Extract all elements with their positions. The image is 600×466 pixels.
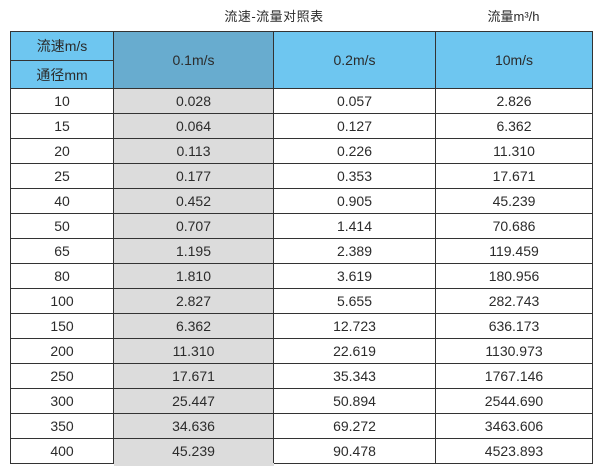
table-row: 40 0.452 0.905 45.239 bbox=[10, 188, 593, 214]
table-row: 300 25.447 50.894 2544.690 bbox=[10, 388, 593, 414]
flow-value-cell: 22.619 bbox=[273, 338, 436, 364]
flow-value-cell: 17.671 bbox=[435, 163, 593, 189]
flow-value-cell: 0.028 bbox=[113, 88, 274, 114]
flow-value-cell: 4523.893 bbox=[435, 438, 593, 464]
diameter-cell: 300 bbox=[10, 388, 114, 414]
table-row: 80 1.810 3.619 180.956 bbox=[10, 263, 593, 289]
diameter-cell: 40 bbox=[10, 188, 114, 214]
table-row: 20 0.113 0.226 11.310 bbox=[10, 138, 593, 164]
table-row: 250 17.671 35.343 1767.146 bbox=[10, 363, 593, 389]
flow-value-cell: 34.636 bbox=[113, 413, 274, 439]
page-title: 流速-流量对照表 bbox=[224, 9, 324, 24]
flow-value-cell: 12.723 bbox=[273, 313, 436, 339]
flow-value-cell: 6.362 bbox=[435, 113, 593, 139]
header-velocity-10ms: 10m/s bbox=[435, 31, 593, 89]
flow-value-cell: 3.619 bbox=[273, 263, 436, 289]
flow-value-cell: 0.064 bbox=[113, 113, 274, 139]
flow-value-cell: 1.810 bbox=[113, 263, 274, 289]
flow-value-cell: 0.707 bbox=[113, 213, 274, 239]
diameter-cell: 200 bbox=[10, 338, 114, 364]
flow-value-cell: 45.239 bbox=[113, 438, 274, 464]
flow-unit-label: 流量m³/h bbox=[487, 9, 540, 24]
flow-value-cell: 2.389 bbox=[273, 238, 436, 264]
flow-comparison-table: 流速m/s 0.1m/s 0.2m/s 10m/s 通径mm 10 0.028 0.… bbox=[10, 31, 593, 464]
diameter-cell: 65 bbox=[10, 238, 114, 264]
table-row: 15 0.064 0.127 6.362 bbox=[10, 113, 593, 139]
flow-value-cell: 0.057 bbox=[273, 88, 436, 114]
flow-value-cell: 0.226 bbox=[273, 138, 436, 164]
diameter-cell: 10 bbox=[10, 88, 114, 114]
flow-value-cell: 1767.146 bbox=[435, 363, 593, 389]
table-row: 150 6.362 12.723 636.173 bbox=[10, 313, 593, 339]
flow-value-cell: 25.447 bbox=[113, 388, 274, 414]
header-diameter-label: 通径mm bbox=[10, 60, 114, 89]
diameter-cell: 400 bbox=[10, 438, 114, 464]
table-row: 200 11.310 22.619 1130.973 bbox=[10, 338, 593, 364]
diameter-cell: 50 bbox=[10, 213, 114, 239]
table-row: 400 45.239 90.478 4523.893 bbox=[10, 438, 593, 464]
flow-value-cell: 6.362 bbox=[113, 313, 274, 339]
table-row: 350 34.636 69.272 3463.606 bbox=[10, 413, 593, 439]
flow-value-cell: 11.310 bbox=[435, 138, 593, 164]
flow-value-cell: 2.826 bbox=[435, 88, 593, 114]
diameter-cell: 15 bbox=[10, 113, 114, 139]
flow-value-cell: 5.655 bbox=[273, 288, 436, 314]
header-velocity-0-2ms: 0.2m/s bbox=[273, 31, 436, 89]
flow-value-cell: 0.353 bbox=[273, 163, 436, 189]
flow-value-cell: 50.894 bbox=[273, 388, 436, 414]
flow-value-cell: 0.452 bbox=[113, 188, 274, 214]
diameter-cell: 80 bbox=[10, 263, 114, 289]
table-row: 10 0.028 0.057 2.826 bbox=[10, 88, 593, 114]
table-row: 25 0.177 0.353 17.671 bbox=[10, 163, 593, 189]
flow-value-cell: 180.956 bbox=[435, 263, 593, 289]
title-bar: 流速-流量对照表 流量m³/h bbox=[0, 0, 600, 30]
table-body: 10 0.028 0.057 2.826 15 0.064 0.127 6.362 20 0.11… bbox=[10, 88, 593, 464]
header-velocity-0-1ms: 0.1m/s bbox=[113, 31, 274, 89]
flow-value-cell: 17.671 bbox=[113, 363, 274, 389]
flow-value-cell: 45.239 bbox=[435, 188, 593, 214]
table-row: 100 2.827 5.655 282.743 bbox=[10, 288, 593, 314]
flow-value-cell: 282.743 bbox=[435, 288, 593, 314]
header-flow-velocity-label: 流速m/s bbox=[10, 31, 114, 61]
flow-value-cell: 2544.690 bbox=[435, 388, 593, 414]
flow-value-cell: 0.177 bbox=[113, 163, 274, 189]
flow-value-cell: 1130.973 bbox=[435, 338, 593, 364]
flow-value-cell: 636.173 bbox=[435, 313, 593, 339]
diameter-cell: 250 bbox=[10, 363, 114, 389]
diameter-cell: 20 bbox=[10, 138, 114, 164]
flow-value-cell: 11.310 bbox=[113, 338, 274, 364]
flow-value-cell: 90.478 bbox=[273, 438, 436, 464]
flow-value-cell: 70.686 bbox=[435, 213, 593, 239]
diameter-cell: 350 bbox=[10, 413, 114, 439]
flow-value-cell: 35.343 bbox=[273, 363, 436, 389]
diameter-cell: 100 bbox=[10, 288, 114, 314]
flow-value-cell: 1.414 bbox=[273, 213, 436, 239]
diameter-cell: 25 bbox=[10, 163, 114, 189]
flow-value-cell: 0.127 bbox=[273, 113, 436, 139]
flow-value-cell: 3463.606 bbox=[435, 413, 593, 439]
flow-value-cell: 2.827 bbox=[113, 288, 274, 314]
flow-value-cell: 0.905 bbox=[273, 188, 436, 214]
table-row: 65 1.195 2.389 119.459 bbox=[10, 238, 593, 264]
flow-value-cell: 119.459 bbox=[435, 238, 593, 264]
flow-value-cell: 69.272 bbox=[273, 413, 436, 439]
table-header: 流速m/s 0.1m/s 0.2m/s 10m/s 通径mm bbox=[10, 31, 593, 89]
flow-value-cell: 0.113 bbox=[113, 138, 274, 164]
table-row: 50 0.707 1.414 70.686 bbox=[10, 213, 593, 239]
flow-value-cell: 1.195 bbox=[113, 238, 274, 264]
diameter-cell: 150 bbox=[10, 313, 114, 339]
gray-column-tail bbox=[114, 463, 274, 466]
